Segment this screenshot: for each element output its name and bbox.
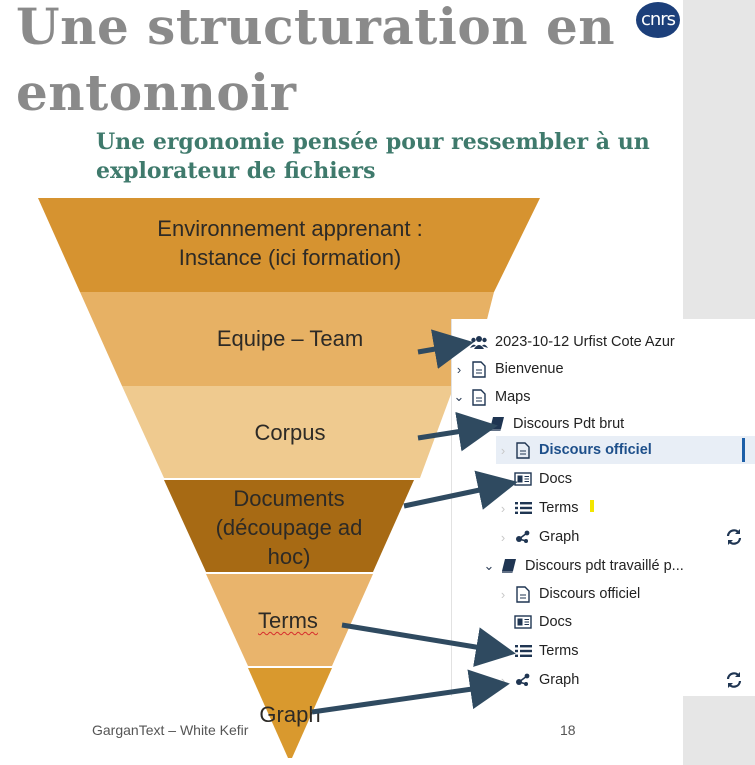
tree-item-label: Maps (495, 389, 531, 405)
chevron-right-icon[interactable]: › (500, 442, 506, 458)
refresh-icon[interactable] (725, 671, 743, 689)
refresh-icon[interactable] (725, 528, 743, 546)
chevron-down-icon[interactable]: ⌄ (453, 389, 465, 404)
tree-item-graph[interactable]: › Graph (452, 523, 755, 551)
tree-item-label: Discours officiel (539, 586, 641, 602)
cnrs-logo: cnrs (636, 2, 680, 38)
chevron-right-icon[interactable]: › (500, 672, 506, 688)
tree-item-label: Terms (539, 500, 579, 516)
funnel-level-graph (248, 668, 332, 758)
tree-item-label: Terms (539, 643, 579, 659)
book-icon (488, 415, 506, 433)
tree-item-label: Docs (539, 614, 573, 630)
document-icon (514, 585, 532, 603)
highlight-marker (590, 500, 594, 512)
tree-item-label: Graph (539, 529, 580, 545)
funnel-level-corpus (122, 386, 454, 478)
funnel-level-instance (38, 198, 540, 292)
tree-item-terms-2[interactable]: › Terms (452, 637, 755, 665)
tree-item-discours-officiel[interactable]: › Discours officiel (452, 580, 755, 608)
funnel-label-graph: Graph (259, 702, 321, 727)
tree-item-discours-officiel-selected[interactable]: › Discours officiel (496, 436, 755, 464)
docs-grid-icon (514, 613, 532, 631)
tree-item-terms[interactable]: › Terms (452, 494, 755, 522)
funnel-label-team: Equipe – Team (216, 326, 364, 351)
funnel-label-instance: Environnement apprenant : Instance (ici … (157, 216, 423, 270)
slide-subtitle: Une ergonomie pensée pour ressembler à u… (96, 129, 650, 184)
funnel-label-documents: Documents (découpage ad hoc) (215, 486, 363, 569)
funnel-level-team (80, 292, 494, 386)
tree-item-label: Discours pdt travaillé p... (525, 558, 684, 574)
list-icon (514, 499, 532, 517)
funnel-level-terms (206, 574, 373, 666)
tree-item-label: Discours officiel (539, 442, 652, 458)
footer-text: GarganText – White Kefir (92, 722, 249, 738)
docs-grid-icon (514, 470, 532, 488)
chevron-right-icon[interactable]: › (500, 586, 506, 602)
graph-icon (514, 528, 532, 546)
file-tree-panel: › 2023-10-12 Urfist Cote Azur › Bienvenu… (451, 319, 755, 696)
tree-item-label: Graph (539, 672, 580, 688)
funnel-label-terms: Terms (258, 608, 318, 633)
slide-title: Une structuration en entonnoir (16, 0, 616, 122)
book-icon (500, 557, 518, 575)
tree-item-label: Discours Pdt brut (513, 416, 625, 432)
tree-item-docs-2[interactable]: › Docs (452, 608, 755, 636)
tree-item-graph-2[interactable]: › Graph (452, 666, 755, 694)
funnel-diagram (38, 198, 540, 758)
tree-item-label: 2023-10-12 Urfist Cote Azur (495, 334, 675, 350)
tree-item-docs[interactable]: › Docs (452, 465, 755, 493)
tree-item-corpus-travaille[interactable]: ⌄ Discours pdt travaillé p... (452, 552, 755, 580)
list-icon (514, 642, 532, 660)
chevron-right-icon[interactable]: › (500, 500, 506, 516)
document-icon (470, 360, 488, 378)
chevron-right-icon[interactable]: › (500, 529, 506, 545)
document-icon (514, 441, 532, 459)
funnel-label-corpus: Corpus (254, 420, 326, 445)
tree-item-instance[interactable]: › 2023-10-12 Urfist Cote Azur (452, 328, 755, 356)
funnel-level-documents (164, 480, 414, 572)
tree-item-corpus-brut[interactable]: › Discours Pdt brut (452, 410, 755, 438)
graph-icon (514, 671, 532, 689)
chevron-right-icon[interactable]: › (456, 361, 462, 377)
tree-item-label: Docs (539, 471, 573, 487)
chevron-down-icon[interactable]: ⌄ (483, 558, 495, 573)
tree-item-maps[interactable]: ⌄ Maps (452, 383, 755, 411)
tree-item-label: Bienvenue (495, 361, 564, 377)
document-icon (470, 388, 488, 406)
tree-item-bienvenue[interactable]: › Bienvenue (452, 355, 755, 383)
users-icon (470, 333, 488, 351)
page-number: 18 (560, 722, 576, 738)
